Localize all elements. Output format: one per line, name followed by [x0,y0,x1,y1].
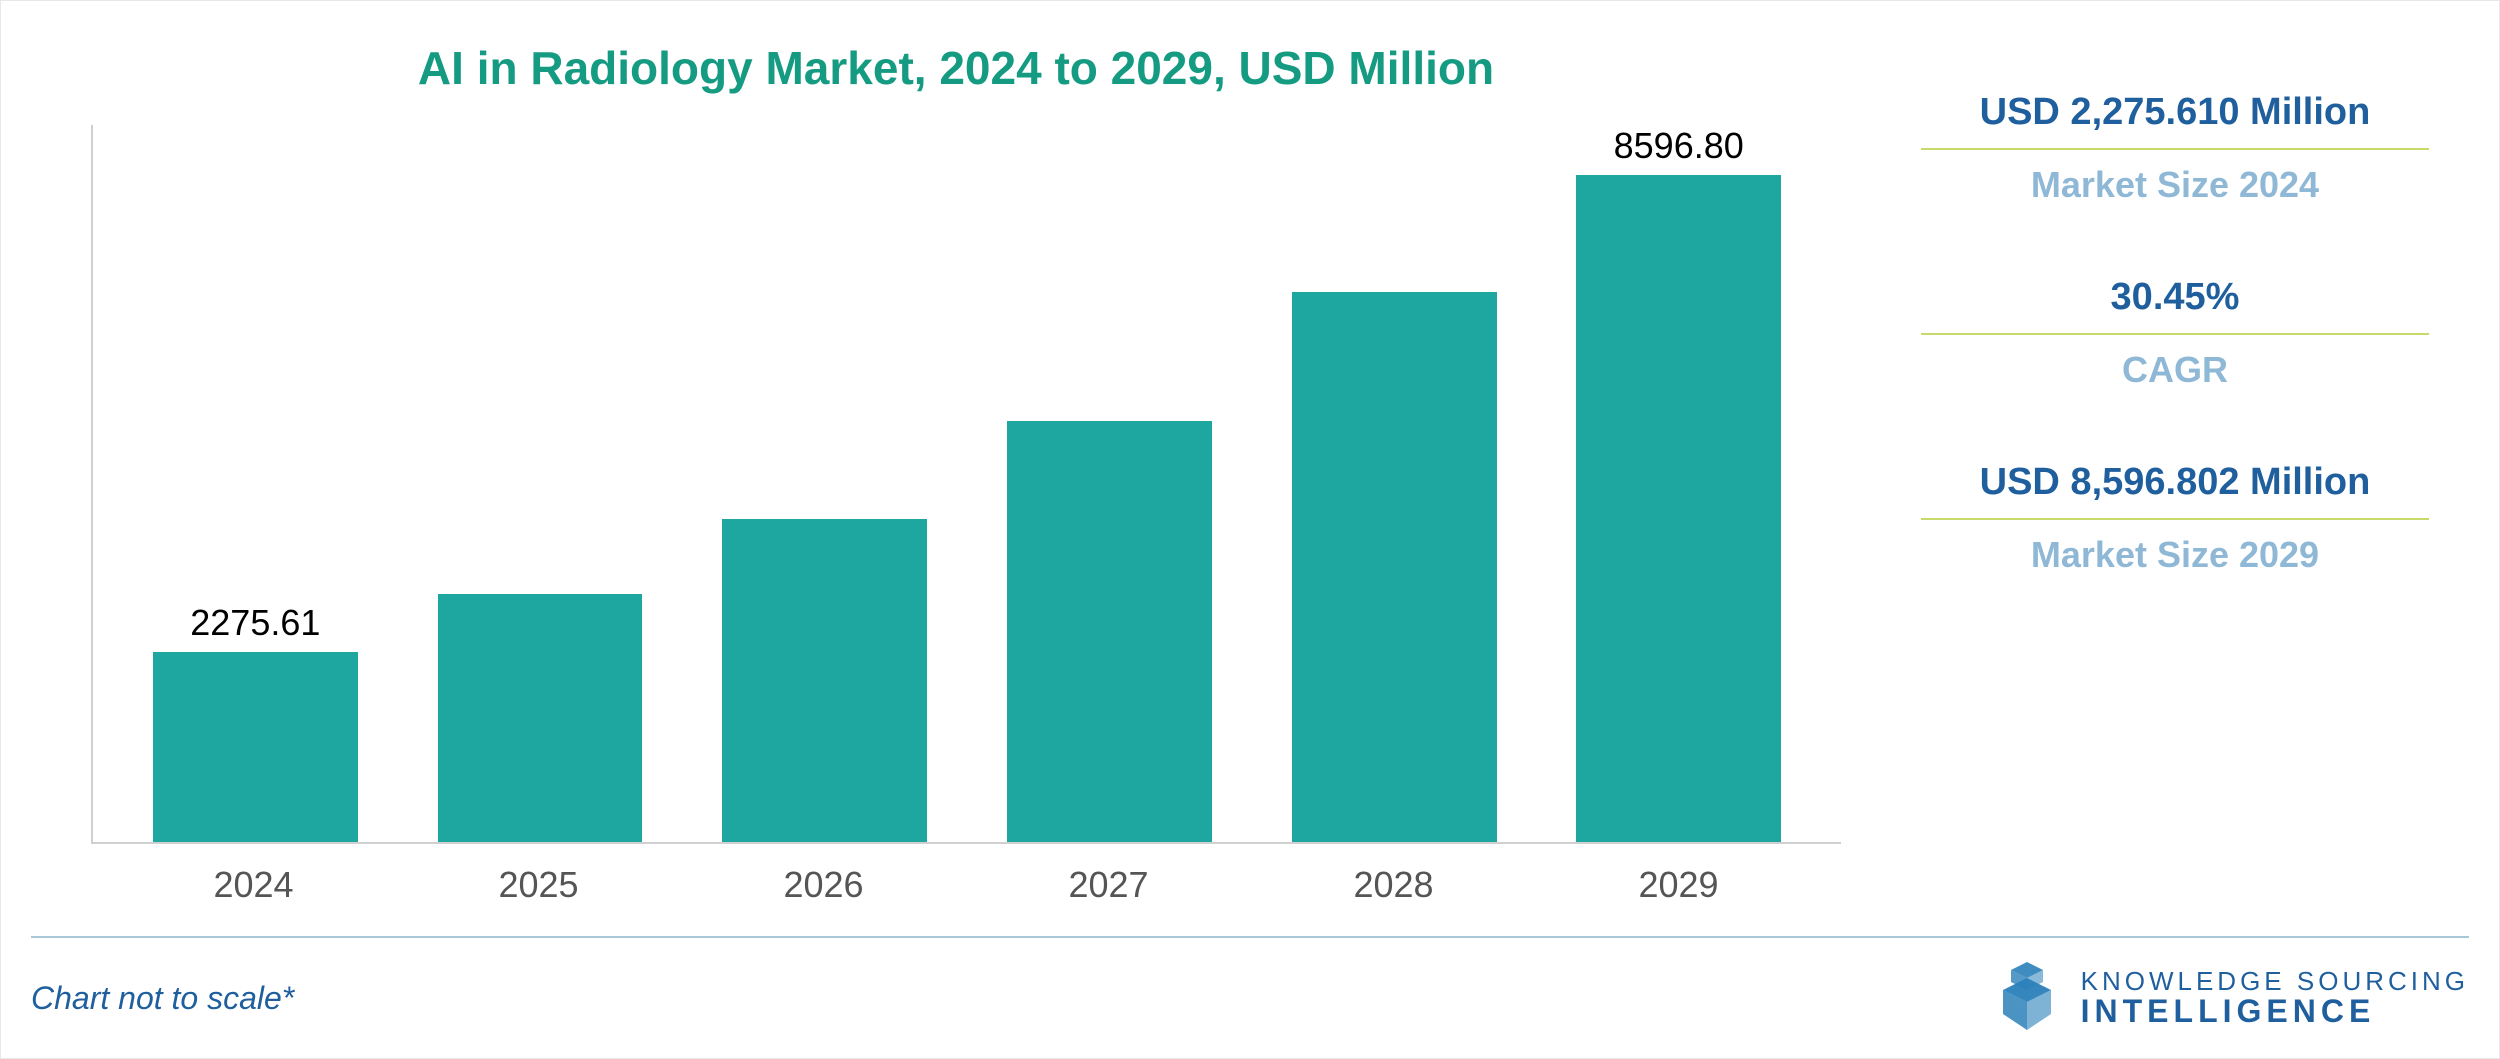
bar-value-label: 2275.61 [190,602,320,644]
bar [438,594,643,842]
bar-slot [967,125,1252,842]
stat-value: 30.45% [1921,276,2429,335]
bar [1292,292,1497,842]
stat-label: Market Size 2024 [1921,164,2429,206]
logo-text: KNOWLEDGE SOURCING INTELLIGENCE [2081,968,2469,1029]
bar-slot: 8596.80 [1536,125,1821,842]
stat-block: USD 8,596.802 Million Market Size 2029 [1921,461,2429,576]
bar-slot [1252,125,1537,842]
chart-footnote: Chart not to scale* [31,980,294,1017]
bar-slot [682,125,967,842]
stat-label: Market Size 2029 [1921,534,2429,576]
footer-row: Chart not to scale* KNOWLEDGE SOURCING I [31,936,2469,1038]
x-tick-label: 2026 [681,864,966,906]
stat-value: USD 2,275.610 Million [1921,91,2429,150]
chart-title: AI in Radiology Market, 2024 to 2029, US… [31,21,1881,125]
main-row: AI in Radiology Market, 2024 to 2029, US… [31,21,2469,906]
stat-block: 30.45% CAGR [1921,276,2429,391]
bar-value-label: 8596.80 [1614,125,1744,167]
brand-logo: KNOWLEDGE SOURCING INTELLIGENCE [1987,958,2469,1038]
bar [722,519,927,842]
bar [1007,421,1212,842]
logo-mark-icon [1987,958,2067,1038]
bar [1576,175,1781,842]
x-tick-label: 2029 [1536,864,1821,906]
infographic-container: AI in Radiology Market, 2024 to 2029, US… [31,21,2469,1038]
stats-panel: USD 2,275.610 Million Market Size 2024 30.… [1881,21,2469,906]
x-tick-label: 2028 [1251,864,1536,906]
stat-value: USD 8,596.802 Million [1921,461,2429,520]
bar [153,652,358,842]
stat-label: CAGR [1921,349,2429,391]
stat-block: USD 2,275.610 Million Market Size 2024 [1921,91,2429,206]
x-axis: 202420252026202720282029 [91,844,1841,906]
logo-line2: INTELLIGENCE [2081,995,2469,1029]
x-tick-label: 2024 [111,864,396,906]
bar-slot [398,125,683,842]
logo-line1: KNOWLEDGE SOURCING [2081,968,2469,995]
bar-slot: 2275.61 [113,125,398,842]
chart-area: AI in Radiology Market, 2024 to 2029, US… [31,21,1881,906]
x-tick-label: 2025 [396,864,681,906]
x-tick-label: 2027 [966,864,1251,906]
bar-plot: 2275.61 8596.80 [91,125,1841,844]
